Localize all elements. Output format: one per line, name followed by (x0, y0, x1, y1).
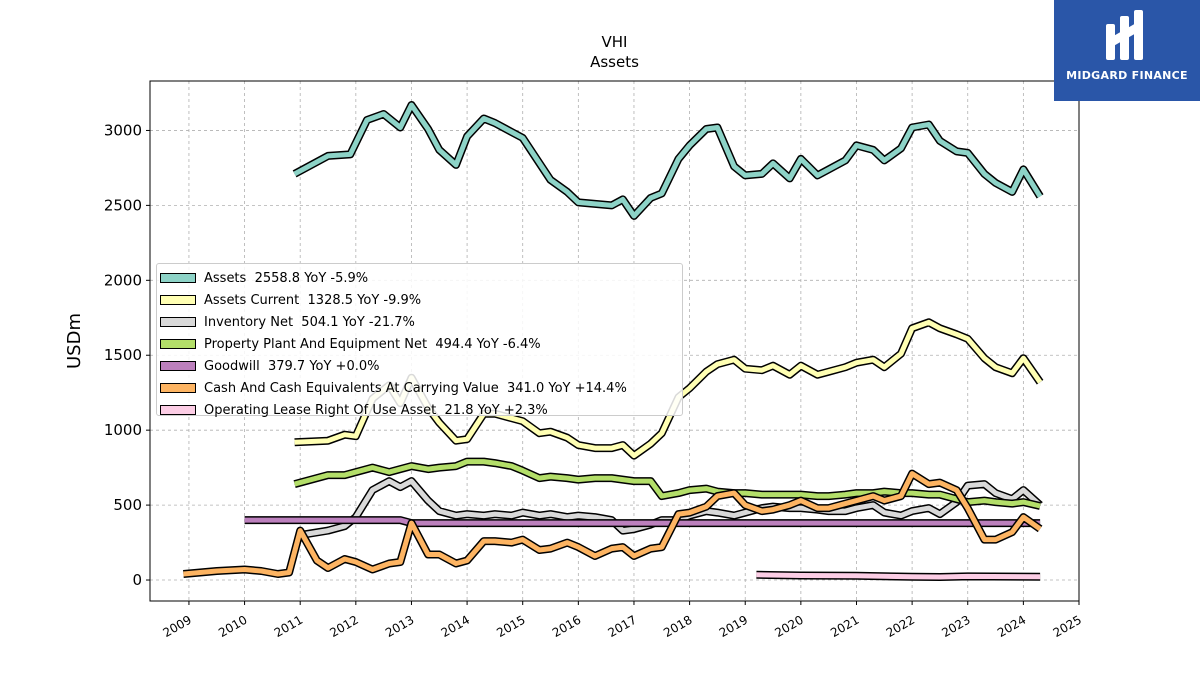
legend-swatch (160, 339, 196, 349)
legend-swatch (160, 361, 196, 371)
midgard-logo-icon (1106, 10, 1143, 60)
x-tick-label: 2014 (439, 613, 472, 640)
x-tick-label: 2015 (494, 613, 527, 640)
y-tick-label: 3000 (104, 121, 142, 139)
y-tick-label: 2500 (104, 196, 142, 214)
y-tick-label: 2000 (104, 271, 142, 289)
series-line-5 (183, 469, 1043, 578)
series-line-6 (756, 570, 1041, 581)
legend-swatch (160, 295, 196, 305)
chart-subtitle: Assets (590, 53, 639, 71)
x-tick-label: 2019 (717, 613, 750, 640)
series-stroke (183, 471, 1042, 577)
axes-layer: 2009 2010 2011 2012 2013 2014 2015 2016 2017 2018… (104, 121, 1084, 640)
legend-item: Cash And Cash Equivalents At Carrying Va… (157, 377, 682, 399)
y-tick-label: 500 (113, 496, 142, 514)
logo: MIDGARD FINANCE (1054, 0, 1200, 101)
y-tick-label: 1500 (104, 346, 142, 364)
legend-swatch (160, 317, 196, 327)
legend-label: Property Plant And Equipment Net 494.4 Y… (204, 336, 541, 352)
legend-label: Inventory Net 504.1 YoY -21.7% (204, 314, 415, 330)
x-tick-label: 2018 (661, 613, 694, 640)
y-tick-label: 0 (132, 571, 142, 589)
y-tick-label: 1000 (104, 421, 142, 439)
series-line-0 (292, 101, 1044, 220)
legend-item: Assets Current 1328.5 YoY -9.9% (157, 289, 682, 311)
legend-swatch (160, 383, 196, 393)
series-stroke (244, 517, 1041, 526)
legend-item: Assets 2558.8 YoY -5.9% (157, 267, 682, 289)
x-tick-label: 2010 (216, 613, 249, 640)
legend-label: Assets 2558.8 YoY -5.9% (204, 270, 369, 286)
x-tick-label: 2009 (161, 613, 194, 640)
legend-swatch (160, 273, 196, 283)
x-tick-label: 2021 (828, 613, 861, 640)
legend-item: Operating Lease Right Of Use Asset 21.8 … (157, 399, 682, 421)
x-tick-label: 2017 (606, 613, 639, 640)
logo-brand-text: MIDGARD FINANCE (1066, 69, 1188, 82)
series-stroke (293, 459, 1041, 509)
x-tick-label: 2025 (1051, 613, 1084, 640)
chart-title: VHI (602, 33, 628, 51)
legend-label: Assets Current 1328.5 YoY -9.9% (204, 292, 422, 308)
y-axis-label: USDm (64, 313, 85, 369)
legend-item: Inventory Net 504.1 YoY -21.7% (157, 311, 682, 333)
x-tick-label: 2012 (327, 613, 360, 640)
series-layer (183, 101, 1044, 581)
legend-item: Goodwill 379.7 YoY +0.0% (157, 355, 682, 377)
x-tick-label: 2020 (772, 613, 805, 640)
x-tick-label: 2024 (995, 613, 1028, 640)
legend-label: Cash And Cash Equivalents At Carrying Va… (204, 380, 627, 396)
plot-frame (149, 80, 1080, 602)
legend-label: Goodwill 379.7 YoY +0.0% (204, 358, 380, 374)
x-tick-label: 2022 (884, 613, 917, 640)
series-stroke (293, 102, 1043, 219)
legend: Assets 2558.8 YoY -5.9% Assets Current 13… (156, 263, 683, 418)
x-tick-label: 2013 (383, 613, 416, 640)
legend-swatch (160, 405, 196, 415)
series-line-4 (244, 516, 1041, 528)
legend-label: Operating Lease Right Of Use Asset 21.8 … (204, 402, 548, 418)
x-tick-label: 2016 (550, 613, 583, 640)
legend-item: Property Plant And Equipment Net 494.4 Y… (157, 333, 682, 355)
series-outline (292, 101, 1044, 220)
x-tick-label: 2011 (272, 613, 305, 640)
series-stroke (756, 572, 1041, 580)
series-line-3 (293, 457, 1042, 510)
x-tick-label: 2023 (939, 613, 972, 640)
